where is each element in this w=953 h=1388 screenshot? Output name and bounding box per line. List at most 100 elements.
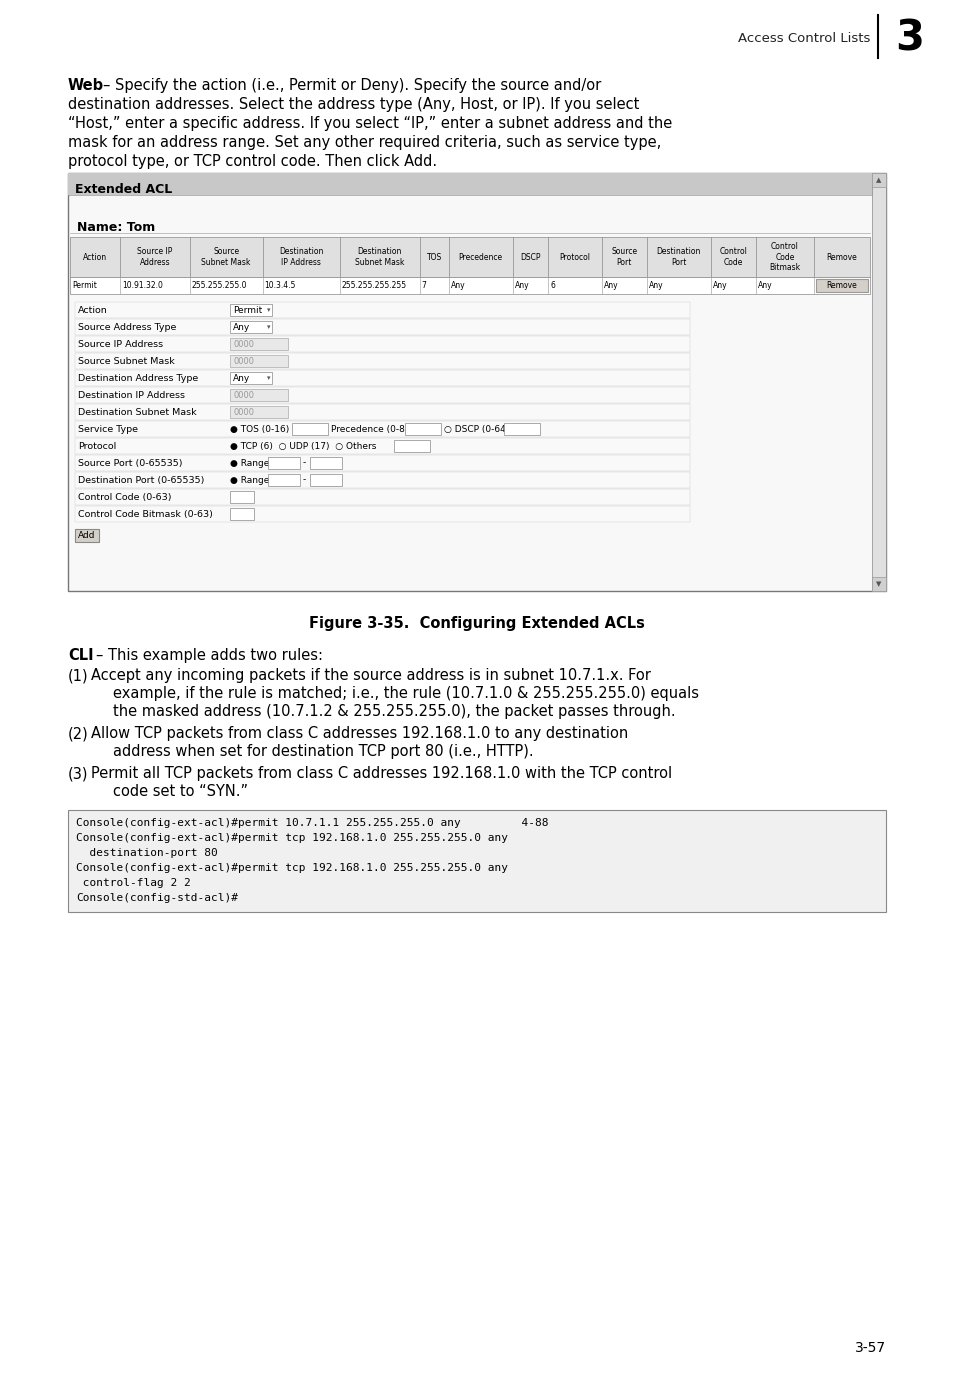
Text: Console(config-ext-acl)#permit tcp 192.168.1.0 255.255.255.0 any: Console(config-ext-acl)#permit tcp 192.1… — [76, 833, 507, 843]
Text: -: - — [303, 458, 306, 468]
Bar — [310, 457, 341, 469]
Text: Control Code (0-63): Control Code (0-63) — [78, 493, 172, 501]
Bar — [230, 372, 272, 384]
Bar — [871, 174, 885, 187]
Text: Service Type: Service Type — [78, 425, 138, 433]
Bar — [230, 508, 253, 520]
Text: Source Port (0-65535): Source Port (0-65535) — [78, 458, 182, 468]
Text: Any: Any — [712, 280, 726, 290]
Text: Permit: Permit — [71, 280, 97, 290]
Bar — [75, 421, 689, 437]
Bar — [75, 439, 689, 454]
Text: (3): (3) — [68, 766, 89, 781]
Text: Console(config-ext-acl)#permit tcp 192.168.1.0 255.255.255.0 any: Console(config-ext-acl)#permit tcp 192.1… — [76, 863, 507, 873]
Text: ○ DSCP (0-64): ○ DSCP (0-64) — [443, 425, 509, 433]
Text: Destination
Port: Destination Port — [656, 247, 700, 266]
Bar — [292, 423, 328, 434]
Text: Access Control Lists: Access Control Lists — [737, 32, 869, 44]
Bar — [70, 237, 869, 278]
Text: Source
Port: Source Port — [611, 247, 637, 266]
Text: Any: Any — [233, 322, 250, 332]
Bar — [310, 473, 341, 486]
Bar — [75, 336, 689, 353]
Text: Destination Port (0-65535): Destination Port (0-65535) — [78, 476, 204, 484]
Text: Allow TCP packets from class C addresses 192.168.1.0 to any destination: Allow TCP packets from class C addresses… — [91, 726, 628, 741]
Text: 0000: 0000 — [233, 408, 254, 416]
Bar — [75, 303, 689, 318]
Text: code set to “SYN.”: code set to “SYN.” — [112, 784, 248, 799]
Text: ▾: ▾ — [267, 323, 271, 330]
Text: -: - — [303, 476, 306, 484]
Text: Destination Address Type: Destination Address Type — [78, 373, 198, 383]
Bar — [230, 389, 288, 401]
Text: Permit: Permit — [233, 305, 262, 315]
Text: CLI: CLI — [68, 648, 93, 663]
Text: Destination Subnet Mask: Destination Subnet Mask — [78, 408, 196, 416]
Text: Precedence: Precedence — [458, 253, 502, 261]
Bar — [503, 423, 539, 434]
Text: ● Range: ● Range — [230, 476, 269, 484]
Text: 0000: 0000 — [233, 340, 254, 348]
Text: 6: 6 — [550, 280, 555, 290]
Text: Source IP
Address: Source IP Address — [137, 247, 172, 266]
Bar — [68, 811, 885, 912]
Bar — [871, 577, 885, 591]
Bar — [68, 174, 885, 194]
Text: address when set for destination TCP port 80 (i.e., HTTP).: address when set for destination TCP por… — [112, 744, 533, 759]
Text: (2): (2) — [68, 726, 89, 741]
Text: – This example adds two rules:: – This example adds two rules: — [96, 648, 323, 663]
Bar — [70, 278, 869, 294]
Bar — [75, 455, 689, 471]
Text: TOS: TOS — [426, 253, 441, 261]
Text: protocol type, or TCP control code. Then click Add.: protocol type, or TCP control code. Then… — [68, 154, 436, 169]
Text: ▲: ▲ — [876, 178, 881, 183]
Bar — [230, 407, 288, 418]
Text: Console(config-ext-acl)#permit 10.7.1.1 255.255.255.0 any         4-88: Console(config-ext-acl)#permit 10.7.1.1 … — [76, 818, 548, 829]
Text: Control
Code
Bitmask: Control Code Bitmask — [768, 242, 800, 272]
Text: Action: Action — [83, 253, 107, 261]
Text: Destination IP Address: Destination IP Address — [78, 390, 185, 400]
Text: Destination
IP Address: Destination IP Address — [278, 247, 323, 266]
Text: 255.255.255.0: 255.255.255.0 — [192, 280, 247, 290]
Bar — [75, 489, 689, 505]
Bar — [268, 473, 299, 486]
Text: 0000: 0000 — [233, 357, 254, 365]
Bar — [230, 491, 253, 502]
Text: ▾: ▾ — [267, 307, 271, 314]
Bar — [394, 440, 430, 452]
Text: the masked address (10.7.1.2 & 255.255.255.0), the packet passes through.: the masked address (10.7.1.2 & 255.255.2… — [112, 704, 675, 719]
Text: Any: Any — [603, 280, 618, 290]
Text: 255.255.255.255: 255.255.255.255 — [341, 280, 407, 290]
Bar — [230, 339, 288, 350]
Bar — [871, 174, 885, 591]
Bar — [75, 387, 689, 403]
Text: example, if the rule is matched; i.e., the rule (10.7.1.0 & 255.255.255.0) equal: example, if the rule is matched; i.e., t… — [112, 686, 699, 701]
Text: 0000: 0000 — [233, 390, 254, 400]
Text: Control Code Bitmask (0-63): Control Code Bitmask (0-63) — [78, 509, 213, 519]
Text: Protocol: Protocol — [78, 441, 116, 451]
Text: Any: Any — [757, 280, 772, 290]
Text: 10.3.4.5: 10.3.4.5 — [264, 280, 295, 290]
Text: Extended ACL: Extended ACL — [75, 182, 172, 196]
Text: Add: Add — [78, 532, 95, 540]
Text: ● TOS (0-16): ● TOS (0-16) — [230, 425, 289, 433]
Text: Source
Subnet Mask: Source Subnet Mask — [201, 247, 251, 266]
Bar — [68, 174, 885, 591]
Bar — [75, 353, 689, 369]
Text: control-flag 2 2: control-flag 2 2 — [76, 879, 191, 888]
Text: 10.91.32.0: 10.91.32.0 — [122, 280, 163, 290]
Text: Accept any incoming packets if the source address is in subnet 10.7.1.x. For: Accept any incoming packets if the sourc… — [91, 668, 650, 683]
Text: ● TCP (6)  ○ UDP (17)  ○ Others: ● TCP (6) ○ UDP (17) ○ Others — [230, 441, 376, 451]
Bar — [230, 321, 272, 333]
Text: Any: Any — [233, 373, 250, 383]
Bar — [230, 304, 272, 316]
Text: Protocol: Protocol — [558, 253, 590, 261]
Text: Permit all TCP packets from class C addresses 192.168.1.0 with the TCP control: Permit all TCP packets from class C addr… — [91, 766, 672, 781]
Bar — [75, 371, 689, 386]
Text: Figure 3-35.  Configuring Extended ACLs: Figure 3-35. Configuring Extended ACLs — [309, 615, 644, 630]
Text: (1): (1) — [68, 668, 89, 683]
Text: DSCP: DSCP — [519, 253, 540, 261]
Bar — [405, 423, 440, 434]
Text: – Specify the action (i.e., Permit or Deny). Specify the source and/or: – Specify the action (i.e., Permit or De… — [103, 78, 600, 93]
Text: Source IP Address: Source IP Address — [78, 340, 163, 348]
